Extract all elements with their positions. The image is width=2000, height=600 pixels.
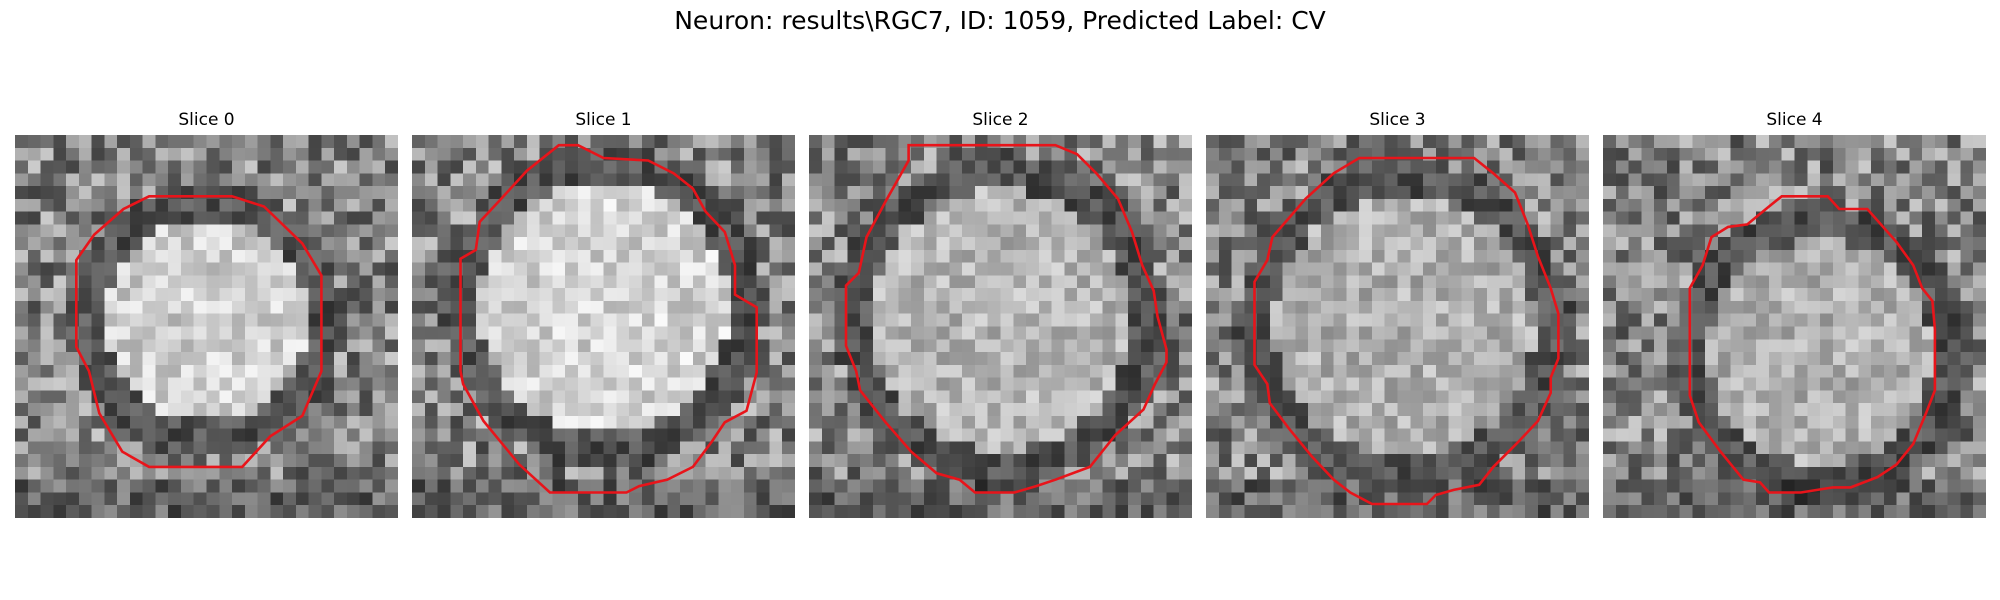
- slice-micrograph-2: [809, 135, 1192, 518]
- cell-contour-0: [74, 194, 323, 469]
- slice-panel-2: Slice 2: [809, 109, 1192, 518]
- slice-title-4: Slice 4: [1766, 110, 1823, 130]
- slice-title-1: Slice 1: [575, 110, 632, 130]
- figure-title: Neuron: results\RGC7, ID: 1059, Predicte…: [674, 6, 1326, 35]
- cell-contour-4: [1688, 194, 1937, 494]
- slice-micrograph-3: [1206, 135, 1589, 518]
- slice-panel-3: Slice 3: [1206, 109, 1589, 518]
- slice-micrograph-1: [412, 135, 795, 518]
- slice-title-2: Slice 2: [972, 110, 1029, 130]
- slice-title-3: Slice 3: [1369, 110, 1426, 130]
- slice-panel-4: Slice 4: [1603, 109, 1986, 518]
- cell-contour-2: [844, 143, 1168, 494]
- slice-panel-1: Slice 1: [412, 109, 795, 518]
- cell-contour-3: [1253, 156, 1560, 506]
- cell-contour-1: [459, 143, 759, 494]
- slice-image-0: [15, 135, 398, 518]
- slice-title-0: Slice 0: [178, 110, 235, 130]
- slice-panel-0: Slice 0: [15, 109, 398, 518]
- slice-image-4: [1603, 135, 1986, 518]
- slice-image-3: [1206, 135, 1589, 518]
- slice-image-1: [412, 135, 795, 518]
- slice-image-2: [809, 135, 1192, 518]
- slice-micrograph-0: [15, 135, 398, 518]
- slice-micrograph-4: [1603, 135, 1986, 518]
